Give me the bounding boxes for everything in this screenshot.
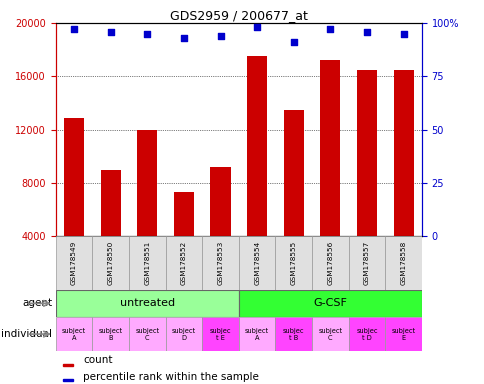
Text: agent: agent [22,298,52,308]
Bar [129,236,166,290]
Text: subject
D: subject D [171,328,196,341]
Text: individual: individual [1,329,52,339]
Bar [348,317,384,351]
Bar [64,118,84,236]
Bar [312,236,348,290]
Text: subject
B: subject B [98,328,122,341]
Text: GSM178552: GSM178552 [181,240,186,285]
Bar [348,236,384,290]
Text: untreated: untreated [120,298,175,308]
Text: GSM178551: GSM178551 [144,240,150,285]
Text: GSM178549: GSM178549 [71,240,77,285]
Bar [239,236,275,290]
Title: GDS2959 / 200677_at: GDS2959 / 200677_at [169,9,307,22]
Bar [56,290,239,317]
Point [326,26,333,33]
Bar [384,236,421,290]
Text: GSM178550: GSM178550 [107,240,113,285]
Bar [312,317,348,351]
Bar [210,167,230,236]
Text: subjec
t E: subjec t E [210,328,231,341]
Point [253,24,260,30]
Point [363,28,370,35]
Text: GSM178553: GSM178553 [217,240,223,285]
Bar [275,317,312,351]
Text: subjec
t D: subjec t D [356,328,377,341]
Text: subject
A: subject A [62,328,86,341]
Bar [56,236,92,290]
Bar [393,70,413,236]
Bar [275,236,312,290]
Point [106,28,114,35]
Bar [100,170,121,236]
Bar [166,317,202,351]
Bar [137,129,157,236]
Text: G-CSF: G-CSF [313,298,347,308]
Bar [166,236,202,290]
Bar [63,364,73,366]
Text: subjec
t B: subjec t B [283,328,304,341]
Text: count: count [83,356,112,366]
Text: GSM178558: GSM178558 [400,240,406,285]
Bar [246,56,267,236]
Bar [384,317,421,351]
Text: subject
C: subject C [318,328,342,341]
Bar [63,379,73,381]
Text: GSM178556: GSM178556 [327,240,333,285]
Bar [319,60,340,236]
Bar [129,317,166,351]
Bar [239,317,275,351]
Bar [92,317,129,351]
Point [216,33,224,39]
Text: GSM178554: GSM178554 [254,240,259,285]
Text: subject
C: subject C [135,328,159,341]
Text: percentile rank within the sample: percentile rank within the sample [83,372,258,382]
Bar [202,317,239,351]
Text: subject
E: subject E [391,328,415,341]
Bar [283,109,303,236]
Text: GSM178557: GSM178557 [363,240,369,285]
Text: GSM178555: GSM178555 [290,240,296,285]
Point [143,31,151,37]
Bar [202,236,239,290]
Bar [239,290,421,317]
Point [180,35,187,41]
Text: subject
A: subject A [244,328,269,341]
Point [289,39,297,45]
Bar [56,317,92,351]
Point [399,31,407,37]
Point [70,26,78,33]
Bar [356,70,377,236]
Bar [173,192,194,236]
Bar [92,236,129,290]
